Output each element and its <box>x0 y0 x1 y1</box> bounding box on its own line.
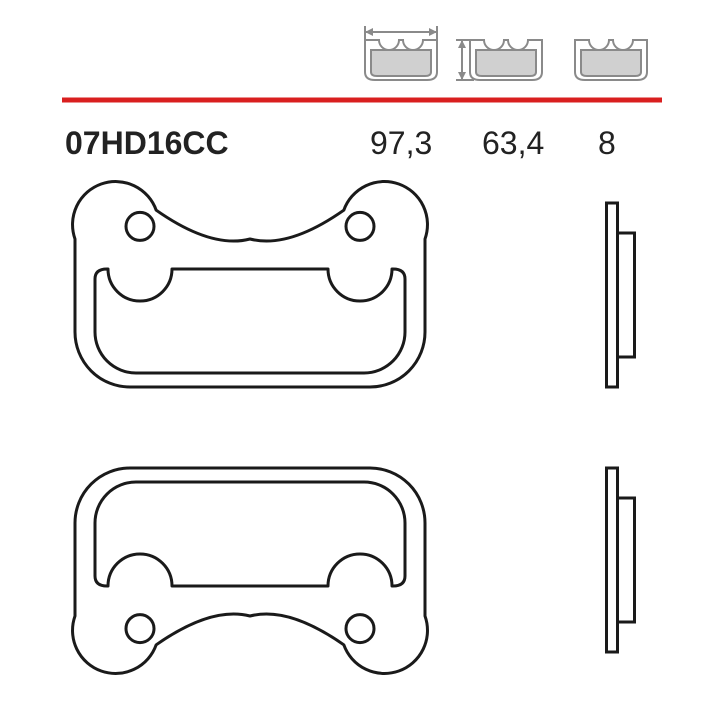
brake-pad-front-top <box>73 182 428 387</box>
diagram-svg <box>0 0 724 724</box>
part-number: 07HD16CC <box>65 125 229 162</box>
dimension-height: 63,4 <box>482 125 544 162</box>
brake-pad-front-bottom <box>73 468 428 673</box>
brake-pad-side-top <box>607 203 635 387</box>
brake-pad-side-bottom <box>607 468 635 652</box>
product-spec-diagram: 07HD16CC 97,3 63,4 8 <box>0 0 724 724</box>
dimension-width: 97,3 <box>370 125 432 162</box>
dimension-thickness: 8 <box>598 125 616 162</box>
